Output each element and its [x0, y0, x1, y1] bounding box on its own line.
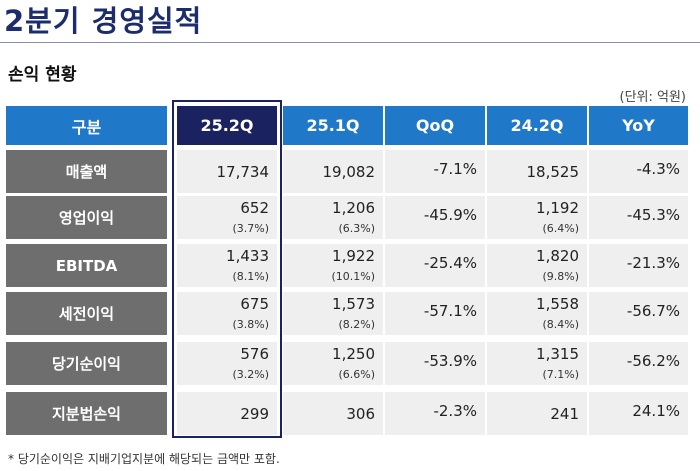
cell-yoy: -56.2% — [589, 342, 688, 385]
cell-24-2q: 18,525 — [487, 150, 587, 193]
cell-value: 1,922 — [332, 247, 375, 265]
cell-value: -56.7% — [626, 302, 680, 320]
cell-value: -45.3% — [626, 206, 680, 224]
cell-value: 17,734 — [216, 163, 270, 181]
cell-25-1q: 1,250 (6.6%) — [283, 342, 383, 385]
row-label: 세전이익 — [6, 292, 167, 335]
cell-value: 1,573 — [332, 295, 375, 313]
cell-yoy: -56.7% — [589, 292, 688, 335]
header-24-2q: 24.2Q — [487, 106, 587, 145]
cell-yoy: -45.3% — [589, 196, 688, 239]
cell-25-1q: 19,082 — [283, 150, 383, 193]
cell-qoq: -2.3% — [385, 392, 485, 435]
cell-value: -56.2% — [626, 352, 680, 370]
page-title: 2분기 경영실적 — [4, 4, 203, 38]
title-divider — [0, 42, 700, 43]
cell-value: 652 — [240, 199, 269, 217]
cell-margin: (3.7%) — [232, 222, 269, 235]
header-25-2q: 25.2Q — [177, 106, 277, 145]
cell-24-2q: 1,558 (8.4%) — [487, 292, 587, 335]
header-yoy: YoY — [589, 106, 688, 145]
row-label: 당기순이익 — [6, 342, 167, 385]
row-label: 매출액 — [6, 150, 167, 193]
cell-qoq: -57.1% — [385, 292, 485, 335]
cell-value: -7.1% — [433, 160, 477, 178]
row-label: EBITDA — [6, 244, 167, 287]
cell-25-2q: 17,734 — [177, 150, 277, 193]
cell-25-2q: 576 (3.2%) — [177, 342, 277, 385]
row-label: 지분법손익 — [6, 392, 167, 435]
cell-25-1q: 306 — [283, 392, 383, 435]
row-label: 영업이익 — [6, 196, 167, 239]
header-qoq: QoQ — [385, 106, 485, 145]
cell-margin: (8.1%) — [232, 270, 269, 283]
cell-value: 1,315 — [536, 345, 579, 363]
cell-value: 24.1% — [632, 402, 680, 420]
cell-value: 299 — [240, 405, 269, 423]
cell-yoy: -4.3% — [589, 150, 688, 193]
cell-value: -21.3% — [626, 254, 680, 272]
cell-margin: (3.2%) — [232, 368, 269, 381]
cell-qoq: -7.1% — [385, 150, 485, 193]
cell-value: -2.3% — [433, 402, 477, 420]
cell-value: 675 — [240, 295, 269, 313]
cell-25-2q: 1,433 (8.1%) — [177, 244, 277, 287]
cell-value: 1,820 — [536, 247, 579, 265]
cell-margin: (6.3%) — [338, 222, 375, 235]
cell-value: 19,082 — [322, 163, 376, 181]
cell-value: -4.3% — [636, 160, 680, 178]
cell-value: 241 — [550, 405, 579, 423]
cell-value: -57.1% — [423, 302, 477, 320]
footnote: * 당기순이익은 지배기업지분에 해당되는 금액만 포함. — [8, 452, 280, 466]
cell-24-2q: 1,192 (6.4%) — [487, 196, 587, 239]
cell-value: 1,192 — [536, 199, 579, 217]
cell-margin: (8.4%) — [542, 318, 579, 331]
cell-qoq: -45.9% — [385, 196, 485, 239]
cell-24-2q: 241 — [487, 392, 587, 435]
cell-margin: (6.6%) — [338, 368, 375, 381]
unit-label: (단위: 억원) — [619, 90, 687, 105]
header-category: 구분 — [6, 106, 167, 145]
cell-value: 306 — [346, 405, 375, 423]
cell-value: 576 — [240, 345, 269, 363]
cell-margin: (6.4%) — [542, 222, 579, 235]
cell-25-1q: 1,922 (10.1%) — [283, 244, 383, 287]
cell-value: -53.9% — [423, 352, 477, 370]
cell-yoy: 24.1% — [589, 392, 688, 435]
cell-25-2q: 299 — [177, 392, 277, 435]
cell-margin: (9.8%) — [542, 270, 579, 283]
cell-25-2q: 652 (3.7%) — [177, 196, 277, 239]
cell-margin: (10.1%) — [331, 270, 375, 283]
cell-24-2q: 1,315 (7.1%) — [487, 342, 587, 385]
current-quarter-highlight — [172, 100, 282, 438]
cell-value: -25.4% — [423, 254, 477, 272]
cell-value: 18,525 — [526, 163, 580, 181]
cell-qoq: -25.4% — [385, 244, 485, 287]
section-title: 손익 현황 — [8, 65, 77, 85]
cell-value: 1,433 — [226, 247, 269, 265]
cell-value: 1,558 — [536, 295, 579, 313]
cell-margin: (8.2%) — [338, 318, 375, 331]
cell-25-1q: 1,206 (6.3%) — [283, 196, 383, 239]
cell-value: -45.9% — [423, 206, 477, 224]
cell-margin: (7.1%) — [542, 368, 579, 381]
cell-value: 1,206 — [332, 199, 375, 217]
cell-yoy: -21.3% — [589, 244, 688, 287]
cell-24-2q: 1,820 (9.8%) — [487, 244, 587, 287]
cell-value: 1,250 — [332, 345, 375, 363]
cell-25-1q: 1,573 (8.2%) — [283, 292, 383, 335]
header-25-1q: 25.1Q — [283, 106, 383, 145]
cell-margin: (3.8%) — [232, 318, 269, 331]
cell-qoq: -53.9% — [385, 342, 485, 385]
cell-25-2q: 675 (3.8%) — [177, 292, 277, 335]
